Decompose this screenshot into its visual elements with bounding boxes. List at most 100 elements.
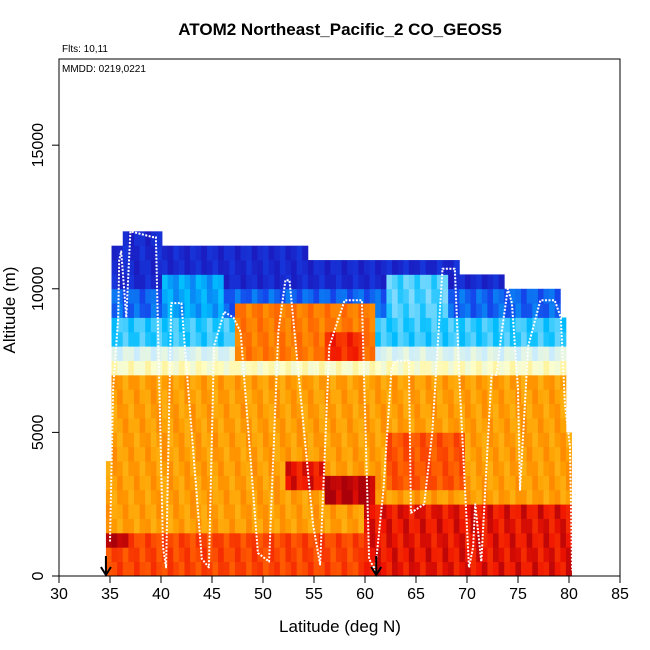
heatmap-cell xyxy=(565,504,572,519)
heatmap-cell xyxy=(403,489,410,505)
heatmap-cell xyxy=(229,504,236,519)
heatmap-cell xyxy=(526,461,533,476)
heatmap-cell xyxy=(173,360,180,376)
heatmap-cell xyxy=(313,374,320,390)
heatmap-cell xyxy=(498,532,505,548)
heatmap-cell xyxy=(498,360,505,376)
heatmap-cell xyxy=(358,532,365,548)
heatmap-cell xyxy=(392,360,399,376)
heatmap-cell xyxy=(139,532,146,548)
heatmap-cell xyxy=(420,303,427,318)
heatmap-cell xyxy=(352,389,359,405)
heatmap-cell xyxy=(408,547,415,563)
heatmap-cell xyxy=(279,547,286,563)
heatmap-cell xyxy=(543,532,550,548)
x-tick-label: 85 xyxy=(611,586,629,603)
heatmap-cell xyxy=(111,403,118,419)
heatmap-cell xyxy=(178,547,185,563)
heatmap-cell xyxy=(257,461,264,476)
heatmap-cell xyxy=(554,446,561,462)
heatmap-cell xyxy=(246,547,253,563)
heatmap-cell xyxy=(257,288,264,304)
heatmap-cell xyxy=(341,317,348,333)
heatmap-cell xyxy=(195,547,202,563)
heatmap-cell xyxy=(537,317,544,333)
heatmap-cell xyxy=(240,331,247,347)
heatmap-cell xyxy=(335,418,342,433)
heatmap-cell xyxy=(448,561,455,577)
heatmap-cell xyxy=(363,389,370,405)
heatmap-cell xyxy=(549,288,556,304)
heatmap-cell xyxy=(111,317,118,333)
heatmap-cell xyxy=(369,446,376,462)
heatmap-cell xyxy=(515,418,522,433)
heatmap-cell xyxy=(212,432,219,448)
heatmap-cell xyxy=(352,288,359,304)
heatmap-cell xyxy=(218,547,225,563)
heatmap-cell xyxy=(352,475,359,491)
heatmap-cell xyxy=(464,403,471,419)
x-tick-label: 45 xyxy=(203,586,221,603)
heatmap-cell xyxy=(543,389,550,405)
heatmap-cell xyxy=(392,532,399,548)
heatmap-cell xyxy=(380,317,387,333)
heatmap-cell xyxy=(347,274,354,290)
heatmap-cell xyxy=(173,504,180,519)
heatmap-cell xyxy=(403,475,410,491)
heatmap-cell xyxy=(212,461,219,476)
heatmap-cell xyxy=(397,461,404,476)
heatmap-cell xyxy=(122,475,129,491)
heatmap-cell xyxy=(347,532,354,548)
heatmap-cell xyxy=(442,518,449,534)
heatmap-cell xyxy=(347,461,354,476)
heatmap-cell xyxy=(184,245,191,261)
heatmap-cell xyxy=(296,475,303,491)
heatmap-cell xyxy=(150,260,157,275)
heatmap-cell xyxy=(470,504,477,519)
heatmap-cell xyxy=(436,504,443,519)
heatmap-cell xyxy=(515,561,522,577)
heatmap-cell xyxy=(218,518,225,534)
heatmap-cell xyxy=(487,475,494,491)
heatmap-cell xyxy=(302,260,309,275)
heatmap-cell xyxy=(392,489,399,505)
heatmap-cell xyxy=(133,231,140,247)
heatmap-cell xyxy=(150,288,157,304)
heatmap-cell xyxy=(554,331,561,347)
heatmap-cell xyxy=(240,360,247,376)
heatmap-cell xyxy=(493,446,500,462)
heatmap-cell xyxy=(414,331,421,347)
heatmap-cell xyxy=(206,475,213,491)
heatmap-cell xyxy=(296,260,303,275)
heatmap-cell xyxy=(251,561,258,577)
heatmap-cell xyxy=(554,547,561,563)
heatmap-cell xyxy=(229,418,236,433)
heatmap-cell xyxy=(403,389,410,405)
heatmap-cell xyxy=(341,274,348,290)
heatmap-cell xyxy=(184,360,191,376)
heatmap-cell xyxy=(173,374,180,390)
heatmap-cell xyxy=(319,461,326,476)
heatmap-cell xyxy=(420,374,427,390)
heatmap-cell xyxy=(302,360,309,376)
heatmap-cell xyxy=(251,446,258,462)
heatmap-cell xyxy=(363,374,370,390)
heatmap-cell xyxy=(133,331,140,347)
heatmap-cell xyxy=(195,245,202,261)
heatmap-cell xyxy=(257,446,264,462)
heatmap-cell xyxy=(436,346,443,361)
heatmap-cell xyxy=(509,446,516,462)
heatmap-cell xyxy=(234,432,241,448)
heatmap-cell xyxy=(296,303,303,318)
heatmap-cell xyxy=(526,317,533,333)
heatmap-cell xyxy=(526,403,533,419)
heatmap-cell xyxy=(537,374,544,390)
heatmap-cell xyxy=(335,475,342,491)
heatmap-cell xyxy=(212,489,219,505)
heatmap-cell xyxy=(313,274,320,290)
heatmap-cell xyxy=(274,518,281,534)
heatmap-cell xyxy=(425,518,432,534)
heatmap-cell xyxy=(425,475,432,491)
heatmap-cell xyxy=(313,518,320,534)
heatmap-cell xyxy=(285,374,292,390)
